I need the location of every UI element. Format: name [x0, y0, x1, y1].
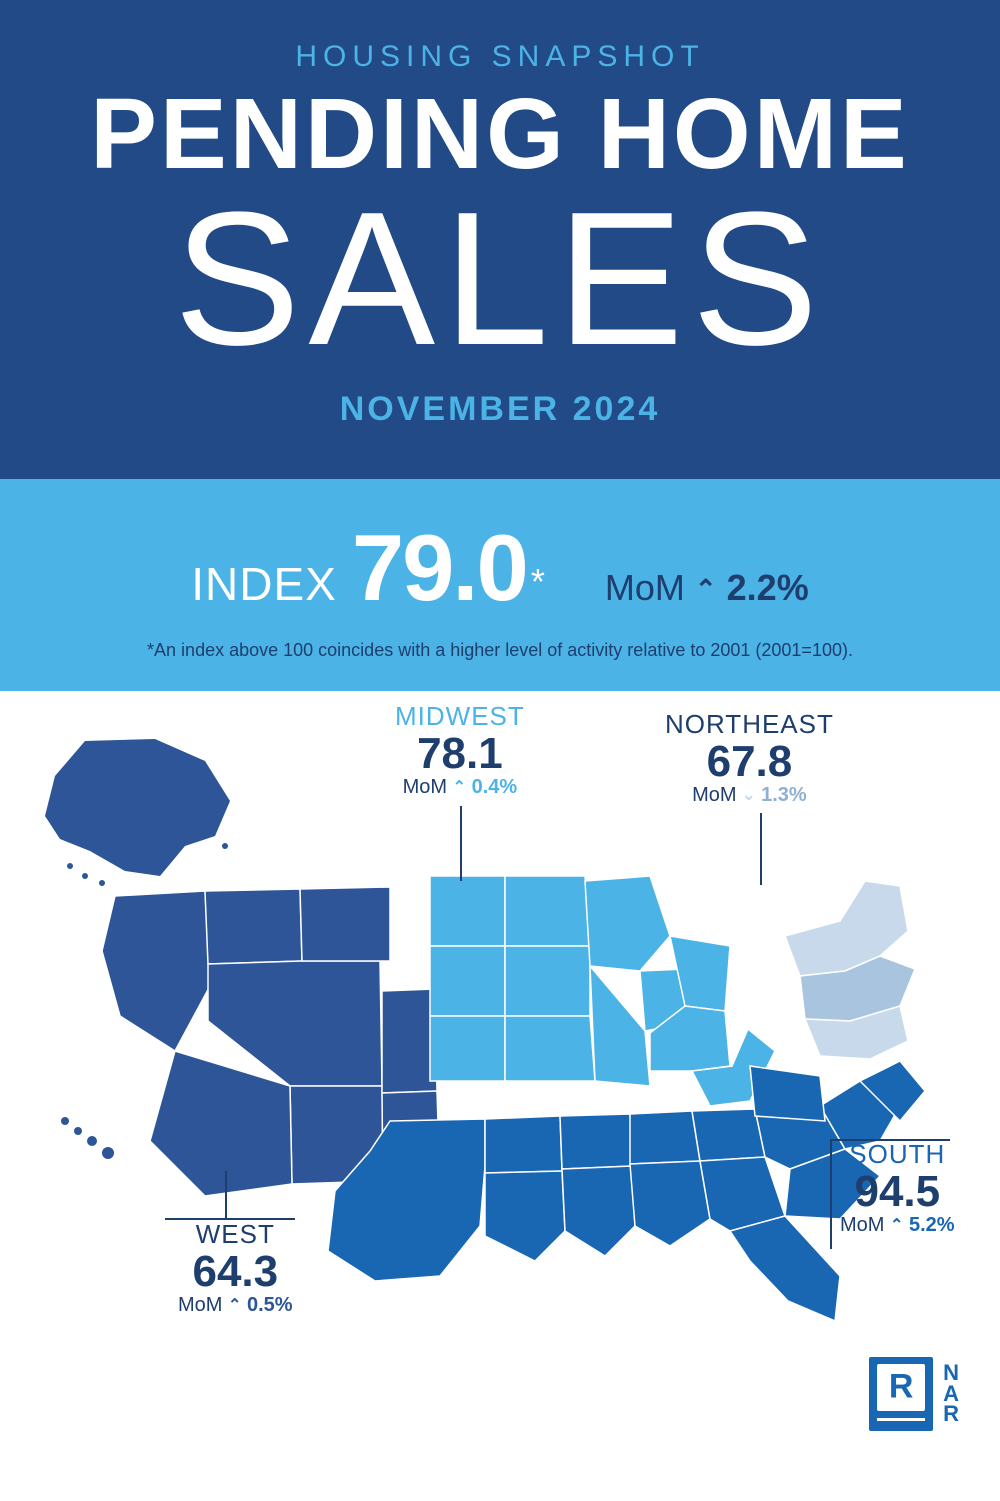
up-arrow-icon: ⌃: [453, 779, 466, 796]
index-bar: INDEX 79.0* MoM ⌃ 2.2% *An index above 1…: [0, 479, 1000, 691]
connector-line: [460, 806, 462, 881]
up-arrow-icon: ⌃: [890, 1217, 903, 1234]
up-arrow-icon: ⌃: [695, 574, 717, 604]
midwest-region: [430, 876, 775, 1106]
south-mom: MoM ⌃ 5.2%: [840, 1214, 955, 1237]
up-arrow-icon: ⌃: [228, 1297, 241, 1314]
us-map: [30, 721, 970, 1321]
main-title-line2: SALES: [40, 194, 960, 365]
midwest-label: MIDWEST 78.1 MoM ⌃ 0.4%: [395, 701, 525, 799]
northeast-label: NORTHEAST 67.8 MoM ⌄ 1.3%: [665, 709, 834, 807]
south-name: SOUTH: [840, 1139, 955, 1170]
northeast-name: NORTHEAST: [665, 709, 834, 740]
mom-value: 2.2%: [727, 567, 809, 608]
index-label: INDEX: [191, 557, 337, 611]
northeast-mom: MoM ⌄ 1.3%: [665, 784, 834, 807]
south-value: 94.5: [840, 1170, 955, 1214]
west-name: WEST: [178, 1219, 293, 1250]
report-date: NOVEMBER 2024: [40, 390, 960, 429]
mom-label: MoM: [605, 567, 685, 608]
map-section: MIDWEST 78.1 MoM ⌃ 0.4% NORTHEAST 67.8 M…: [0, 691, 1000, 1461]
west-label: WEST 64.3 MoM ⌃ 0.5%: [178, 1219, 293, 1317]
main-title-line1: PENDING HOME: [40, 84, 960, 184]
realtor-r-icon: [869, 1357, 933, 1431]
nar-text: NAR: [943, 1363, 960, 1426]
northeast-value: 67.8: [665, 740, 834, 784]
index-value: 79.0: [352, 515, 527, 620]
south-label: SOUTH 94.5 MoM ⌃ 5.2%: [840, 1139, 955, 1237]
index-footnote: *An index above 100 coincides with a hig…: [40, 640, 960, 661]
midwest-mom: MoM ⌃ 0.4%: [395, 776, 525, 799]
index-mom: MoM ⌃ 2.2%: [605, 567, 809, 609]
west-value: 64.3: [178, 1250, 293, 1294]
header: HOUSING SNAPSHOT PENDING HOME SALES NOVE…: [0, 0, 1000, 479]
connector-line: [165, 1218, 295, 1220]
nar-logo: NAR: [869, 1357, 960, 1431]
kicker: HOUSING SNAPSHOT: [40, 40, 960, 74]
northeast-region: [785, 881, 915, 1059]
midwest-value: 78.1: [395, 732, 525, 776]
connector-line: [830, 1139, 950, 1141]
connector-line: [760, 813, 762, 885]
connector-line: [830, 1139, 832, 1249]
connector-line: [225, 1171, 227, 1219]
west-mom: MoM ⌃ 0.5%: [178, 1294, 293, 1317]
midwest-name: MIDWEST: [395, 701, 525, 732]
alaska-shape: [45, 739, 230, 876]
asterisk: *: [531, 561, 545, 602]
down-arrow-icon: ⌄: [742, 787, 755, 804]
